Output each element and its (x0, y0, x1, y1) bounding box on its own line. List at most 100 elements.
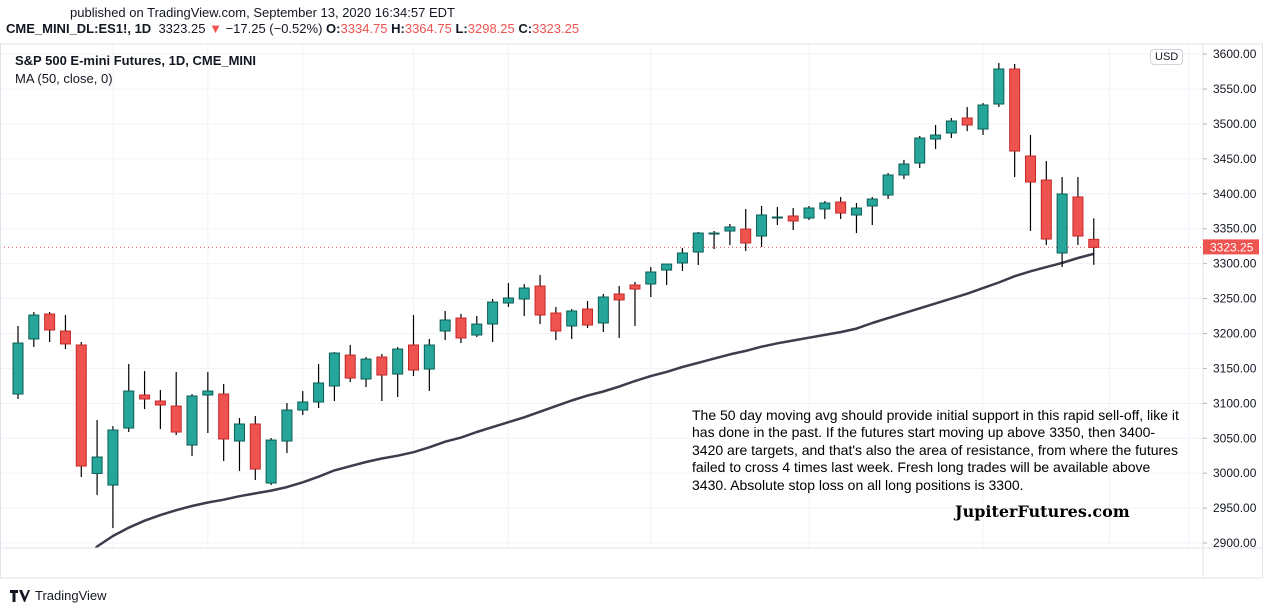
candle (233, 417, 245, 472)
candle-body (249, 423, 261, 470)
last-price-badge (1203, 239, 1259, 255)
x-tick-label: 14 (1103, 557, 1117, 571)
y-tick-label: 3450.00 (1213, 152, 1257, 166)
published-info: published on TradingView.com, September … (70, 5, 455, 20)
close-label: C: (518, 21, 533, 36)
x-tick-labels: 15 23 Jul 13 21 Aug 17 Sep 14 2 (106, 557, 1192, 571)
x-tick-label: Jul (295, 557, 310, 571)
x-tick-label: 17 (802, 557, 816, 571)
y-tick-label: 3350.00 (1213, 222, 1257, 236)
candle (835, 196, 847, 219)
candle (281, 403, 293, 454)
candle-body (1024, 155, 1036, 183)
candle-body (360, 358, 372, 380)
candle-body (439, 319, 451, 332)
candle (502, 283, 514, 308)
candle (566, 309, 578, 339)
candle-body (819, 202, 831, 210)
y-tick-label: 3300.00 (1213, 257, 1257, 271)
candle-body (455, 317, 467, 339)
candle (154, 390, 166, 430)
candle-body (376, 356, 388, 376)
footer-logo-text: TradingView (35, 588, 107, 603)
y-tick-label: 3200.00 (1213, 326, 1257, 340)
candle-body (265, 439, 277, 484)
candle (1040, 161, 1052, 246)
candle (534, 275, 546, 325)
indicator-label[interactable]: MA (50, close, 0) (15, 71, 113, 86)
currency-button[interactable]: USD (1150, 49, 1184, 65)
candle-body (787, 215, 799, 222)
candle (328, 352, 340, 402)
candle (107, 426, 119, 529)
tradingview-icon (10, 589, 30, 602)
candle (91, 420, 103, 496)
y-tick-label: 2950.00 (1213, 501, 1257, 515)
price-axis[interactable]: 2900.00 2950.00 3000.00 3050.00 3100.00 3150.… (1203, 47, 1259, 550)
candle-body (914, 137, 926, 164)
chart-legend: S&P 500 E-mini Futures, 1D, CME_MINI MA … (15, 52, 256, 88)
candle (376, 354, 388, 402)
candle (265, 438, 277, 486)
candle-body (930, 134, 942, 140)
tradingview-logo[interactable]: TradingView (10, 588, 107, 603)
candle (803, 205, 815, 221)
x-tick-label: 13 (407, 557, 421, 571)
candle (487, 299, 499, 342)
candle-body (328, 352, 340, 387)
annotation-text: The 50 day moving avg should provide ini… (692, 407, 1179, 493)
candle (218, 384, 230, 462)
symbol-header: CME_MINI_DL:ES1!, 1D 3323.25 ▼ −17.25 (−… (6, 21, 579, 36)
candle-body (186, 395, 198, 446)
candle-body (835, 201, 847, 214)
candle-body (977, 104, 989, 130)
candle-body (139, 394, 151, 400)
x-tick-label: Aug (640, 557, 661, 571)
candle (945, 117, 957, 139)
candle (676, 248, 688, 272)
candle (550, 307, 562, 341)
candle (75, 341, 87, 478)
high-value: 3364.75 (404, 21, 452, 36)
candle (930, 125, 942, 150)
last-price-label: 3323.25 (1210, 240, 1254, 254)
candle-body (28, 314, 40, 340)
candle-body (518, 287, 530, 300)
chart-frame (0, 43, 1263, 579)
candle (1056, 177, 1068, 268)
candle-body (170, 405, 182, 433)
time-axis[interactable]: 15 23 Jul 13 21 Aug 17 Sep 14 2 (106, 557, 1192, 571)
candle-body (392, 348, 404, 375)
candle-body (297, 401, 309, 411)
y-tick-label: 3100.00 (1213, 396, 1257, 410)
candle-body (281, 409, 293, 442)
moving-average-line (94, 252, 1095, 548)
candle-body (1088, 238, 1100, 248)
candle-body (1009, 68, 1021, 152)
y-tick-label: 3500.00 (1213, 117, 1257, 131)
candle (123, 363, 135, 433)
candle (740, 209, 752, 252)
moving-average-layer (94, 252, 1095, 548)
series-title[interactable]: S&P 500 E-mini Futures, 1D, CME_MINI (15, 53, 257, 68)
candle (455, 313, 467, 344)
candle (202, 372, 214, 434)
candle (850, 202, 862, 234)
candle-body (708, 232, 720, 235)
candle (360, 357, 372, 388)
candle (28, 312, 40, 348)
candle-body (534, 285, 546, 316)
price-change: −17.25 (−0.52%) (225, 21, 323, 36)
candle (423, 338, 435, 392)
candle-body (423, 344, 435, 370)
candle (344, 345, 356, 383)
candle-body (676, 252, 688, 264)
candle (724, 224, 736, 246)
candle (139, 371, 151, 410)
candle (629, 281, 641, 327)
y-tick-label: 2900.00 (1213, 536, 1257, 550)
annotation-box: The 50 day moving avg should provide ini… (692, 407, 1182, 521)
candle-body (645, 271, 657, 285)
candle-body (502, 297, 514, 304)
